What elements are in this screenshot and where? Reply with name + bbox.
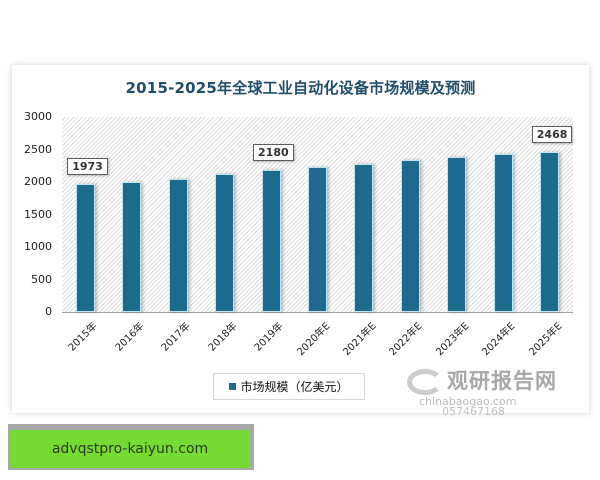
chart-card: 2015-2025年全球工业自动化设备市场规模及预测 0 500 1000 1500 2… (12, 65, 592, 418)
y-tick-label: 1500 (24, 207, 52, 221)
x-tick-label: 2019年 (252, 320, 286, 354)
bar (447, 157, 467, 312)
legend: 市场规模（亿美元） (213, 373, 365, 400)
y-tick-label: 3000 (24, 110, 52, 123)
legend-swatch-icon (229, 383, 237, 390)
bar (540, 151, 560, 312)
bar (168, 179, 188, 312)
bar (308, 167, 327, 312)
x-tick-label: 2022年E (387, 320, 426, 359)
x-tick-label: 2016年 (113, 320, 147, 354)
data-label: 2468 (531, 125, 573, 143)
y-tick-label: 500 (31, 272, 52, 286)
watermark-brand: 观研报告网 (447, 369, 557, 393)
y-tick-label: 2500 (24, 142, 52, 156)
ad-banner-link[interactable]: advqstpro-kaiyun.com (10, 430, 250, 468)
chart-title: 2015-2025年全球工业自动化设备市场规模及预测 (125, 79, 476, 97)
watermark-phone: 057467168 (442, 405, 505, 418)
y-tick-label: 0 (45, 305, 52, 318)
data-label: 2180 (253, 144, 294, 162)
bar (75, 183, 95, 312)
bar (493, 154, 513, 312)
x-tick-label: 2020年E (294, 320, 333, 359)
y-tick-label: 2000 (24, 175, 52, 188)
bar (261, 170, 281, 312)
x-tick-label: 2025年E (527, 320, 565, 359)
ad-banner[interactable]: advqstpro-kaiyun.com (8, 424, 254, 470)
x-tick-label: 2018年 (206, 320, 240, 354)
bar (122, 182, 142, 312)
x-tick-label: 2023年E (434, 320, 472, 359)
watermark-logo-icon (407, 369, 443, 395)
x-axis-line (62, 312, 573, 313)
x-tick-label: 2021年E (341, 320, 379, 359)
bar (354, 164, 374, 312)
legend-label: 市场规模（亿美元） (240, 380, 349, 394)
watermark-url: chinabaogao.com (419, 395, 517, 408)
watermark: 观研报告网 chinabaogao.com 057467168 (407, 365, 592, 418)
y-tick-label: 1000 (24, 240, 52, 253)
x-tick-label: 2015年 (66, 320, 100, 354)
bar (400, 160, 420, 312)
bar (215, 174, 235, 312)
data-label: 1973 (67, 157, 108, 175)
x-tick-label: 2017年 (159, 320, 193, 354)
x-tick-label: 2024年E (480, 320, 518, 359)
